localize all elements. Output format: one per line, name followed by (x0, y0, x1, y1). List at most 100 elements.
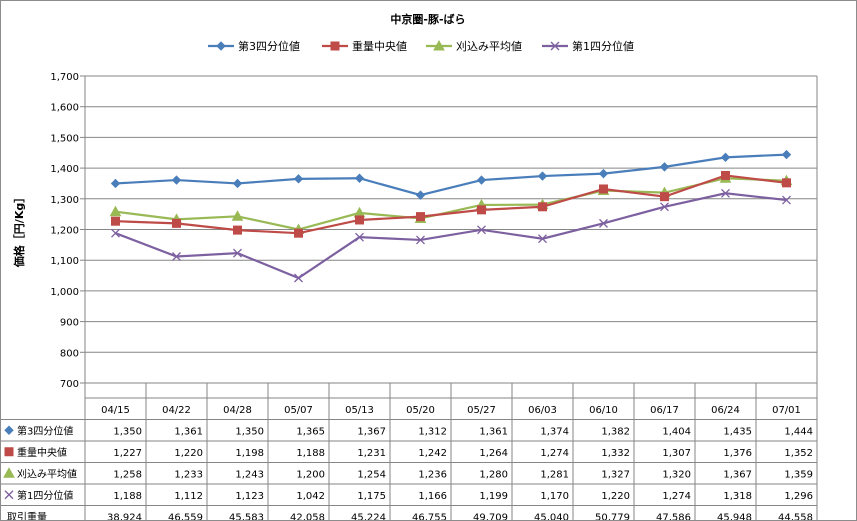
data-label: 1,281 (540, 469, 569, 480)
data-point (416, 235, 425, 245)
y-tick-label: 1,400 (50, 164, 79, 175)
data-label: 1,254 (357, 469, 386, 480)
data-label: 1,042 (296, 491, 325, 502)
data-label: 1,404 (662, 426, 691, 437)
data-label: 1,231 (357, 448, 386, 459)
x-tick-label: 06/17 (650, 405, 679, 416)
y-tick-label: 1,200 (50, 226, 79, 237)
data-label: 1,374 (540, 426, 569, 437)
series-line (115, 192, 787, 280)
legend-marker (433, 39, 445, 51)
data-label: 1,264 (479, 448, 508, 459)
x-tick-label: 04/22 (162, 405, 191, 416)
data-label: 1,227 (113, 448, 142, 459)
data-point (232, 178, 243, 189)
y-tick-label: 1,700 (50, 72, 79, 83)
x-tick-label: 06/24 (711, 405, 740, 416)
data-point (720, 152, 731, 163)
legend-marker (330, 41, 340, 51)
data-label: 1,170 (540, 491, 569, 502)
table-legend-marker (4, 425, 14, 435)
data-point-stroke (721, 188, 730, 198)
data-point (233, 225, 242, 235)
data-point-stroke (233, 248, 242, 258)
data-point (660, 202, 669, 212)
data-point-stroke (538, 234, 547, 244)
data-point-stroke (294, 273, 303, 283)
data-label: 1,242 (418, 448, 447, 459)
data-label: 1,280 (479, 469, 508, 480)
data-point (233, 248, 242, 258)
data-point (477, 225, 486, 235)
table-value: 38,924 (107, 512, 142, 520)
legend-marker (550, 41, 560, 51)
data-label: 1,332 (601, 448, 630, 459)
data-point (538, 234, 547, 244)
data-label: 1,220 (601, 491, 630, 502)
data-point (659, 162, 670, 172)
y-tick-label: 1,000 (50, 287, 79, 298)
data-label: 1,320 (662, 469, 691, 480)
y-tick-label: 1,500 (50, 133, 79, 144)
y-tick-label: 1,600 (50, 103, 79, 114)
data-point (721, 188, 730, 198)
data-label: 1,444 (784, 426, 813, 437)
legend-marker (216, 41, 226, 51)
table-row-label: 重量中央値 (17, 446, 67, 459)
table-value: 45,224 (351, 512, 386, 520)
table-legend-marker (4, 490, 14, 500)
x-tick-label: 05/20 (406, 405, 435, 416)
data-label: 1,236 (418, 469, 447, 480)
data-point-stroke (782, 195, 791, 205)
data-label: 1,350 (113, 426, 142, 437)
table-row-label: 取引重量 (7, 510, 47, 520)
legend-item: 刈込み平均値 (426, 39, 522, 53)
table-value: 50,779 (595, 512, 630, 520)
data-point (111, 228, 120, 238)
table-value: 44,558 (778, 512, 813, 520)
legend-label: 第3四分位値 (238, 39, 300, 53)
data-label: 1,112 (174, 491, 203, 502)
data-label: 1,318 (723, 491, 752, 502)
series-line (115, 153, 787, 197)
table-legend-marker (3, 467, 15, 478)
data-point-stroke (477, 225, 486, 235)
data-point (110, 178, 121, 189)
x-tick-label: 05/27 (467, 405, 496, 416)
data-label: 1,274 (662, 491, 691, 502)
data-label: 1,312 (418, 426, 447, 437)
data-label: 1,359 (784, 469, 813, 480)
data-label: 1,352 (784, 448, 813, 459)
data-point (782, 195, 791, 205)
y-axis-label: 価格［円/Kg］ (12, 192, 26, 268)
table-legend-marker-stroke (4, 490, 14, 500)
table-value: 45,040 (534, 512, 569, 520)
data-point-stroke (599, 218, 608, 228)
data-label: 1,166 (418, 491, 447, 502)
data-label: 1,296 (784, 491, 813, 502)
series-2 (111, 170, 791, 238)
series-1 (110, 149, 792, 200)
data-label: 1,233 (174, 469, 203, 480)
data-point (476, 175, 487, 185)
data-label: 1,435 (723, 426, 752, 437)
data-label: 1,350 (235, 426, 264, 437)
table-value: 42,058 (290, 512, 325, 520)
data-point (172, 252, 181, 261)
table-value: 47,586 (656, 512, 691, 520)
data-point (294, 273, 303, 283)
table-value: 45,948 (717, 512, 752, 520)
data-label: 1,258 (113, 469, 142, 480)
x-tick-label: 04/28 (223, 405, 252, 416)
y-tick-label: 1,300 (50, 195, 79, 206)
legend-item: 第1四分位値 (542, 39, 634, 53)
data-label: 1,220 (174, 448, 203, 459)
legend-label: 重量中央値 (352, 39, 407, 53)
data-point (599, 184, 608, 194)
data-point (171, 175, 182, 185)
data-point-stroke (172, 252, 181, 261)
data-label: 1,382 (601, 426, 630, 437)
data-label: 1,243 (235, 469, 264, 480)
x-tick-label: 05/07 (284, 405, 313, 416)
